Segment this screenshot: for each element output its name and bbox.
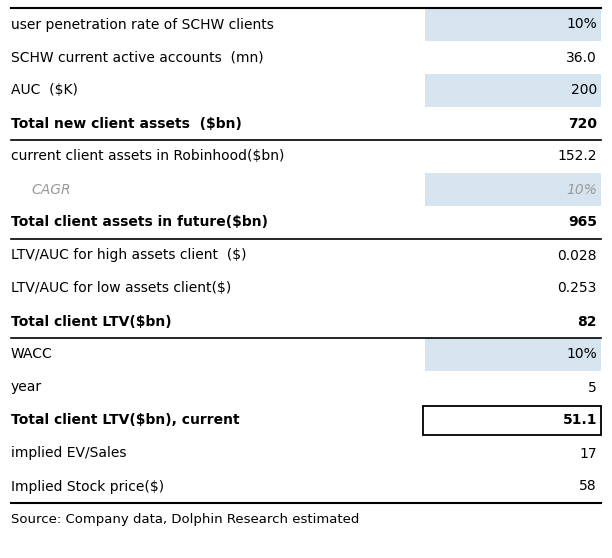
Text: current client assets in Robinhood($bn): current client assets in Robinhood($bn) — [11, 150, 285, 163]
Text: 720: 720 — [568, 117, 597, 131]
Text: 0.028: 0.028 — [558, 248, 597, 262]
Text: 17: 17 — [580, 446, 597, 460]
Text: Source: Company data, Dolphin Research estimated: Source: Company data, Dolphin Research e… — [11, 513, 359, 526]
Bar — [425, 173, 601, 206]
Text: Implied Stock price($): Implied Stock price($) — [11, 479, 164, 493]
Text: 152.2: 152.2 — [558, 150, 597, 163]
Text: 36.0: 36.0 — [566, 51, 597, 65]
Text: 5: 5 — [588, 381, 597, 395]
Text: 0.253: 0.253 — [558, 281, 597, 296]
Text: WACC: WACC — [11, 348, 53, 362]
Text: year: year — [11, 381, 42, 395]
Text: LTV/AUC for low assets client($): LTV/AUC for low assets client($) — [11, 281, 231, 296]
Bar — [425, 338, 601, 371]
Text: Total client LTV($bn): Total client LTV($bn) — [11, 315, 171, 329]
Text: Total new client assets  ($bn): Total new client assets ($bn) — [11, 117, 242, 131]
Text: 82: 82 — [578, 315, 597, 329]
Text: SCHW current active accounts  (mn): SCHW current active accounts (mn) — [11, 51, 264, 65]
Text: 10%: 10% — [566, 348, 597, 362]
Text: Total client LTV($bn), current: Total client LTV($bn), current — [11, 413, 240, 427]
Text: Total client assets in future($bn): Total client assets in future($bn) — [11, 215, 268, 229]
Text: AUC  ($K): AUC ($K) — [11, 84, 78, 98]
Text: 200: 200 — [571, 84, 597, 98]
Text: LTV/AUC for high assets client  ($): LTV/AUC for high assets client ($) — [11, 248, 247, 262]
Text: 10%: 10% — [566, 17, 597, 31]
Bar — [424, 406, 601, 435]
Text: 965: 965 — [568, 215, 597, 229]
Text: user penetration rate of SCHW clients: user penetration rate of SCHW clients — [11, 17, 274, 31]
Text: 58: 58 — [580, 479, 597, 493]
Text: 10%: 10% — [566, 182, 597, 196]
Text: 51.1: 51.1 — [562, 413, 597, 427]
Bar — [425, 8, 601, 41]
Bar — [425, 74, 601, 107]
Text: implied EV/Sales: implied EV/Sales — [11, 446, 127, 460]
Text: 51.1: 51.1 — [562, 413, 597, 427]
Text: CAGR: CAGR — [31, 182, 70, 196]
